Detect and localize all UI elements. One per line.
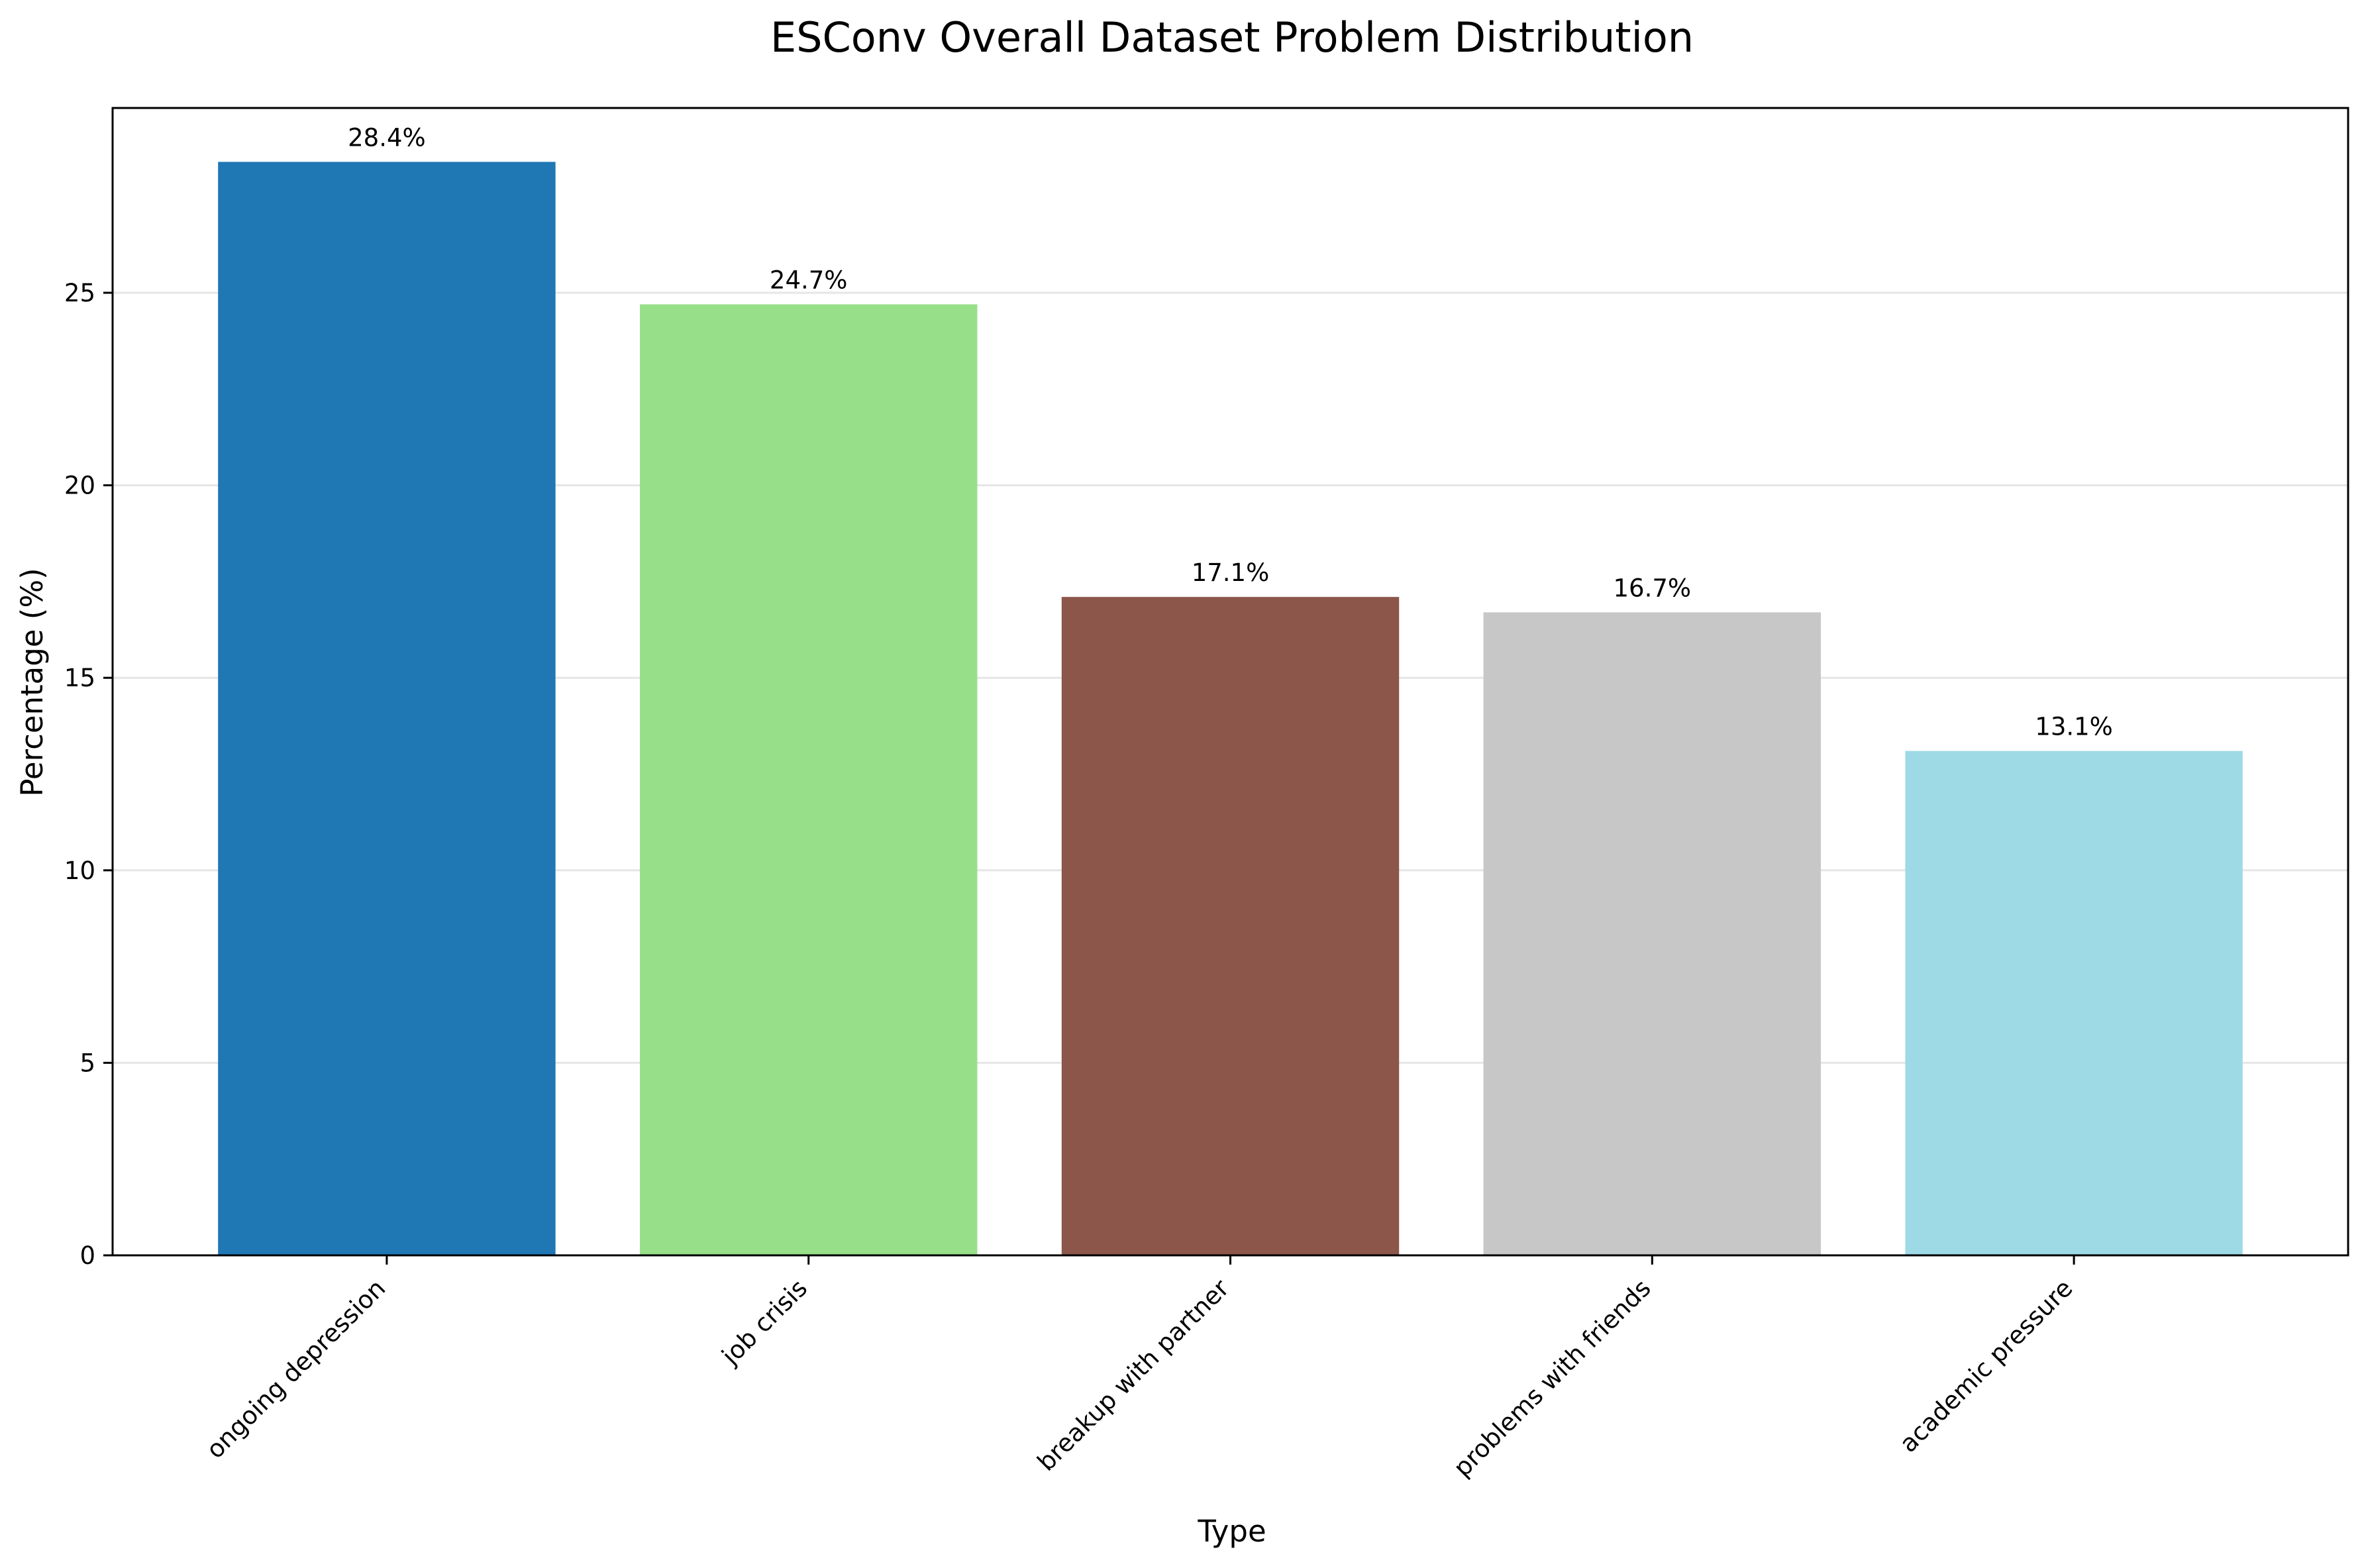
x-tick-label: breakup with partner <box>1032 1273 1235 1477</box>
bar-value-label: 24.7% <box>770 266 848 294</box>
x-tick-label: academic pressure <box>1894 1274 2078 1458</box>
x-tick-label: ongoing depression <box>201 1274 391 1464</box>
bar-value-label: 28.4% <box>348 123 426 152</box>
y-tick-label: 10 <box>64 857 95 885</box>
bar <box>1483 612 1822 1255</box>
chart-title: ESConv Overall Dataset Problem Distribut… <box>770 13 1694 62</box>
y-tick-label: 5 <box>79 1049 95 1077</box>
y-tick-label: 0 <box>79 1241 95 1270</box>
bar <box>1905 751 2243 1255</box>
bar <box>218 162 556 1255</box>
bars <box>218 162 2243 1255</box>
bar <box>639 304 978 1255</box>
x-axis-ticks: ongoing depression job crisis breakup with… <box>201 1255 2078 1483</box>
x-tick-label: problems with friends <box>1448 1274 1657 1483</box>
bar-value-label: 17.1% <box>1192 558 1270 587</box>
bar-value-label: 16.7% <box>1614 574 1692 602</box>
y-axis-label: Percentage (%) <box>15 568 50 796</box>
x-axis-label: Type <box>1197 1514 1266 1549</box>
x-tick-label: job crisis <box>716 1274 813 1371</box>
y-tick-label: 25 <box>64 279 95 307</box>
data-labels: 28.4% 24.7% 17.1% 16.7% 13.1% <box>348 123 2113 741</box>
bar-value-label: 13.1% <box>2035 713 2113 741</box>
y-tick-label: 15 <box>64 664 95 692</box>
y-axis-ticks: 0 5 10 15 20 25 <box>64 279 113 1270</box>
bar <box>1061 597 1400 1255</box>
y-tick-label: 20 <box>64 472 95 500</box>
